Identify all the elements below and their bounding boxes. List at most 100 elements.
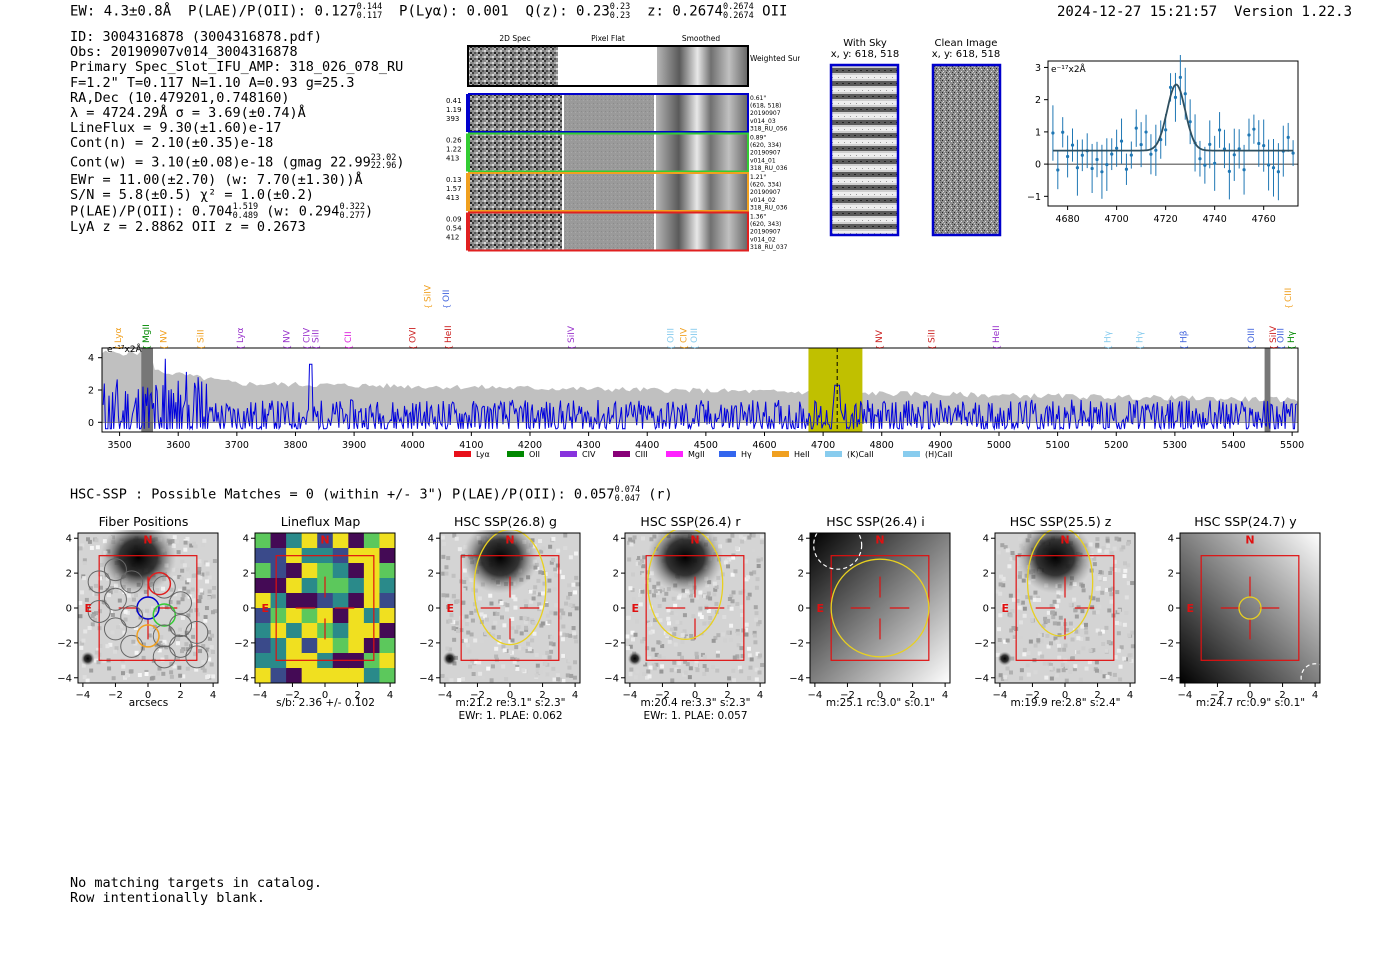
hsc-image-pixel	[150, 606, 155, 611]
lineflux-cell	[255, 623, 272, 639]
hsc-image-pixel	[198, 649, 203, 654]
spec2d-row-meta: 1.36"	[750, 214, 766, 221]
hsc-image-pixel	[92, 617, 97, 622]
hsc-image-pixel	[675, 620, 680, 625]
hsc-y-tick-label: 4	[798, 534, 804, 545]
hsc-image-pixel	[519, 616, 524, 621]
hsc-image-pixel	[678, 620, 683, 625]
hsc-image-pixel	[1115, 620, 1120, 625]
hsc-x-tick-label: 2	[177, 690, 183, 701]
spectrum-line-label-brace: {	[1104, 345, 1113, 350]
hsc-image-pixel	[571, 603, 576, 608]
spec2d-row-pixelflat	[564, 212, 654, 251]
hsc-image-pixel	[656, 640, 661, 645]
version: Version 1.22.3	[1234, 4, 1353, 20]
hsc-image-pixel	[466, 630, 471, 635]
hsc-image-pixel	[559, 608, 564, 613]
spectrum-x-tick-label: 3800	[283, 440, 307, 451]
hsc-image-pixel	[197, 559, 202, 564]
hsc-image-pixel	[197, 562, 202, 567]
hsc-image-pixel	[568, 633, 573, 638]
fit-data-point	[1232, 153, 1236, 157]
spectrum-x-tick-label: 5100	[1046, 440, 1070, 451]
hsc-image-pixel	[81, 638, 86, 643]
hsc-image-pixel	[1113, 655, 1118, 660]
hsc-image-pixel	[209, 662, 214, 667]
hsc-image-pixel	[704, 603, 709, 608]
hsc-image-pixel	[704, 667, 709, 672]
hsc-image-pixel	[677, 661, 682, 666]
hsc-image-pixel	[680, 633, 685, 638]
hsc-image-pixel	[207, 589, 212, 594]
hsc-image-pixel	[698, 590, 703, 595]
hsc-image-pixel	[175, 657, 180, 662]
lineflux-cell	[379, 593, 396, 609]
hsc-image-pixel	[164, 645, 169, 650]
hsc-image-pixel	[648, 630, 653, 635]
hsc-image-pixel	[1101, 642, 1106, 647]
hsc-image-pixel	[81, 663, 86, 668]
hsc-image-pixel	[504, 677, 509, 682]
hsc-image-pixel	[1119, 645, 1124, 650]
east-label: E	[1187, 602, 1195, 615]
spectrum-x-tick-label: 5000	[987, 440, 1011, 451]
hsc-image-pixel	[1062, 647, 1067, 652]
hsc-image-pixel	[195, 612, 200, 617]
hsc-x-tick-label: −4	[253, 690, 268, 701]
hsc-image-pixel	[1124, 610, 1129, 615]
hsc-image-pixel	[116, 625, 121, 630]
east-label: E	[632, 602, 640, 615]
hsc-image-pixel	[747, 676, 752, 681]
spectrum-flux-line	[102, 358, 1298, 431]
hsc-image-pixel	[516, 625, 521, 630]
hsc-image-pixel	[1025, 595, 1030, 600]
hsc-image-pixel	[708, 620, 713, 625]
hsc-image-pixel	[715, 668, 720, 673]
spectrum-line-label: SiII	[197, 329, 207, 343]
fit-data-point	[1257, 141, 1261, 146]
hsc-image-pixel	[1026, 672, 1031, 677]
hsc-x-tick-label: −2	[1210, 690, 1225, 701]
hsc-image-pixel	[457, 547, 462, 552]
hsc-image-pixel	[702, 594, 707, 599]
hsc-image-pixel	[448, 618, 453, 623]
weighted-sum-smoothed	[657, 47, 747, 85]
hsc-image-pixel	[181, 593, 186, 598]
hsc-image-pixel	[1127, 633, 1132, 638]
hsc-image-pixel	[212, 559, 217, 564]
fit-data-point	[1203, 163, 1207, 167]
hsc-y-tick-label: 2	[66, 569, 72, 580]
hsc-image-pixel	[1105, 536, 1110, 541]
fiber-circle	[169, 634, 193, 658]
hsc-image-pixel	[566, 595, 571, 600]
hsc-image-pixel	[573, 634, 578, 639]
hsc-image-pixel	[180, 649, 185, 654]
lineflux-cell	[286, 593, 303, 609]
hsc-image-pixel	[479, 639, 484, 644]
spec2d-row-stat: 413	[446, 194, 459, 202]
hsc-image-pixel	[85, 678, 90, 683]
header-z-lo: 0.2674	[722, 10, 754, 21]
hsc-image-pixel	[1092, 610, 1097, 615]
fit-data-point	[1164, 128, 1168, 132]
hsc-image-pixel	[105, 644, 110, 649]
fiber-circle	[169, 613, 193, 637]
hsc-image-pixel	[569, 673, 574, 678]
hsc-image-pixel	[1117, 608, 1122, 613]
hsc-image-pixel	[672, 660, 677, 665]
fit-data-point	[1173, 95, 1178, 99]
legend-swatch	[772, 451, 789, 457]
fit-data-point	[1144, 130, 1148, 134]
hsc-image-pixel	[711, 664, 716, 669]
hsc-image-pixel	[1109, 566, 1114, 571]
hsc-image-pixel	[749, 571, 754, 576]
hsc-image-pixel	[1081, 646, 1086, 651]
spectrum-line-label: Hγ	[1287, 330, 1297, 343]
north-label: N	[690, 533, 699, 546]
east-label: E	[447, 602, 455, 615]
hsc-image-pixel	[1104, 648, 1109, 653]
hsc-image-pixel	[1036, 638, 1041, 643]
hsc-image-pixel	[997, 638, 1002, 643]
hsc-image-pixel	[727, 557, 732, 562]
hsc-image-pixel	[754, 667, 759, 672]
